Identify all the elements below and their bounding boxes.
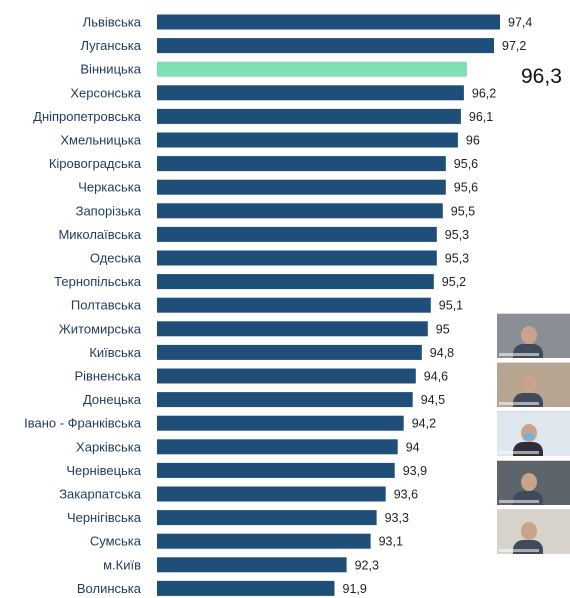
category-label: м.Київ [103, 557, 141, 572]
category-label: Сумська [90, 534, 142, 549]
category-label: Дніпропетровська [33, 109, 142, 124]
category-label: Рівненська [74, 369, 141, 384]
category-label: Херсонська [70, 85, 141, 100]
participant-video-tile [497, 362, 570, 407]
participant-video-tile [497, 460, 570, 505]
value-label: 93,1 [379, 535, 403, 549]
highlight-value-label: 96,3 [521, 65, 562, 88]
participant-avatar [521, 522, 537, 540]
bar-highlighted [157, 61, 467, 77]
bar [157, 108, 461, 124]
participant-avatar [521, 473, 537, 491]
bar [157, 250, 437, 266]
bar [157, 533, 371, 549]
bar [157, 580, 335, 596]
category-label: Хмельницька [60, 133, 141, 148]
bar [157, 297, 431, 313]
bar [157, 321, 428, 337]
participant-video-tile [497, 509, 570, 554]
category-label: Закарпатська [59, 487, 142, 502]
bar [157, 344, 422, 360]
bar [157, 557, 347, 573]
video-call-participants [497, 313, 570, 555]
participant-video-tile [497, 313, 570, 358]
category-label: Запорізька [76, 203, 142, 218]
value-label: 93,9 [403, 464, 427, 478]
value-label: 95,5 [451, 204, 475, 218]
bar [157, 439, 398, 455]
category-label: Харківська [76, 439, 142, 454]
value-label: 95,3 [445, 252, 469, 266]
category-label: Тернопільська [54, 274, 142, 289]
bar [157, 368, 416, 384]
value-label: 93,6 [394, 488, 418, 502]
value-label: 95,1 [439, 299, 463, 313]
value-label: 94,5 [421, 393, 445, 407]
value-label: 94 [406, 440, 420, 454]
value-label: 94,2 [412, 417, 436, 431]
category-label: Чернігівська [67, 510, 142, 525]
participant-video-tile [497, 411, 570, 456]
value-label: 97,2 [502, 39, 526, 53]
category-label: Полтавська [71, 298, 142, 313]
category-label: Житомирська [59, 321, 142, 336]
value-label: 95,3 [445, 228, 469, 242]
category-label: Луганська [80, 38, 141, 53]
value-label: 96,1 [469, 110, 493, 124]
bar [157, 274, 434, 290]
value-label: 95,2 [442, 275, 466, 289]
value-label: 91,9 [343, 582, 367, 596]
category-label: Чернівецька [66, 463, 141, 478]
bar [157, 462, 395, 478]
category-label: Черкаська [78, 180, 142, 195]
category-label: Івано - Франківська [24, 416, 142, 431]
bar [157, 486, 386, 502]
value-label: 95,6 [454, 157, 478, 171]
value-label: 94,8 [430, 346, 454, 360]
value-label: 97,4 [508, 16, 532, 30]
value-label: 95 [436, 322, 450, 336]
category-label: Донецька [83, 392, 142, 407]
value-label: 92,3 [355, 558, 379, 572]
bar [157, 38, 494, 54]
value-label: 93,3 [385, 511, 409, 525]
bar [157, 510, 377, 526]
bar [157, 392, 413, 408]
bar [157, 156, 446, 172]
bar [157, 226, 437, 242]
value-label: 94,6 [424, 370, 448, 384]
value-label: 96,2 [472, 86, 496, 100]
category-label: Вінницька [80, 62, 141, 77]
category-label: Кіровоградська [49, 156, 142, 171]
bar [157, 179, 446, 195]
participant-avatar [521, 375, 537, 393]
participant-avatar [521, 424, 537, 442]
category-label: Миколаївська [58, 227, 141, 242]
bar [157, 85, 464, 101]
category-label: Волинська [77, 581, 142, 596]
category-label: Львівська [83, 15, 142, 30]
category-label: Київська [89, 345, 141, 360]
bar [157, 132, 458, 148]
value-label: 96 [466, 134, 480, 148]
bar [157, 203, 443, 219]
bar [157, 14, 500, 30]
bar [157, 415, 404, 431]
category-label: Одеська [90, 251, 142, 266]
participant-avatar [521, 326, 537, 344]
value-label: 95,6 [454, 181, 478, 195]
